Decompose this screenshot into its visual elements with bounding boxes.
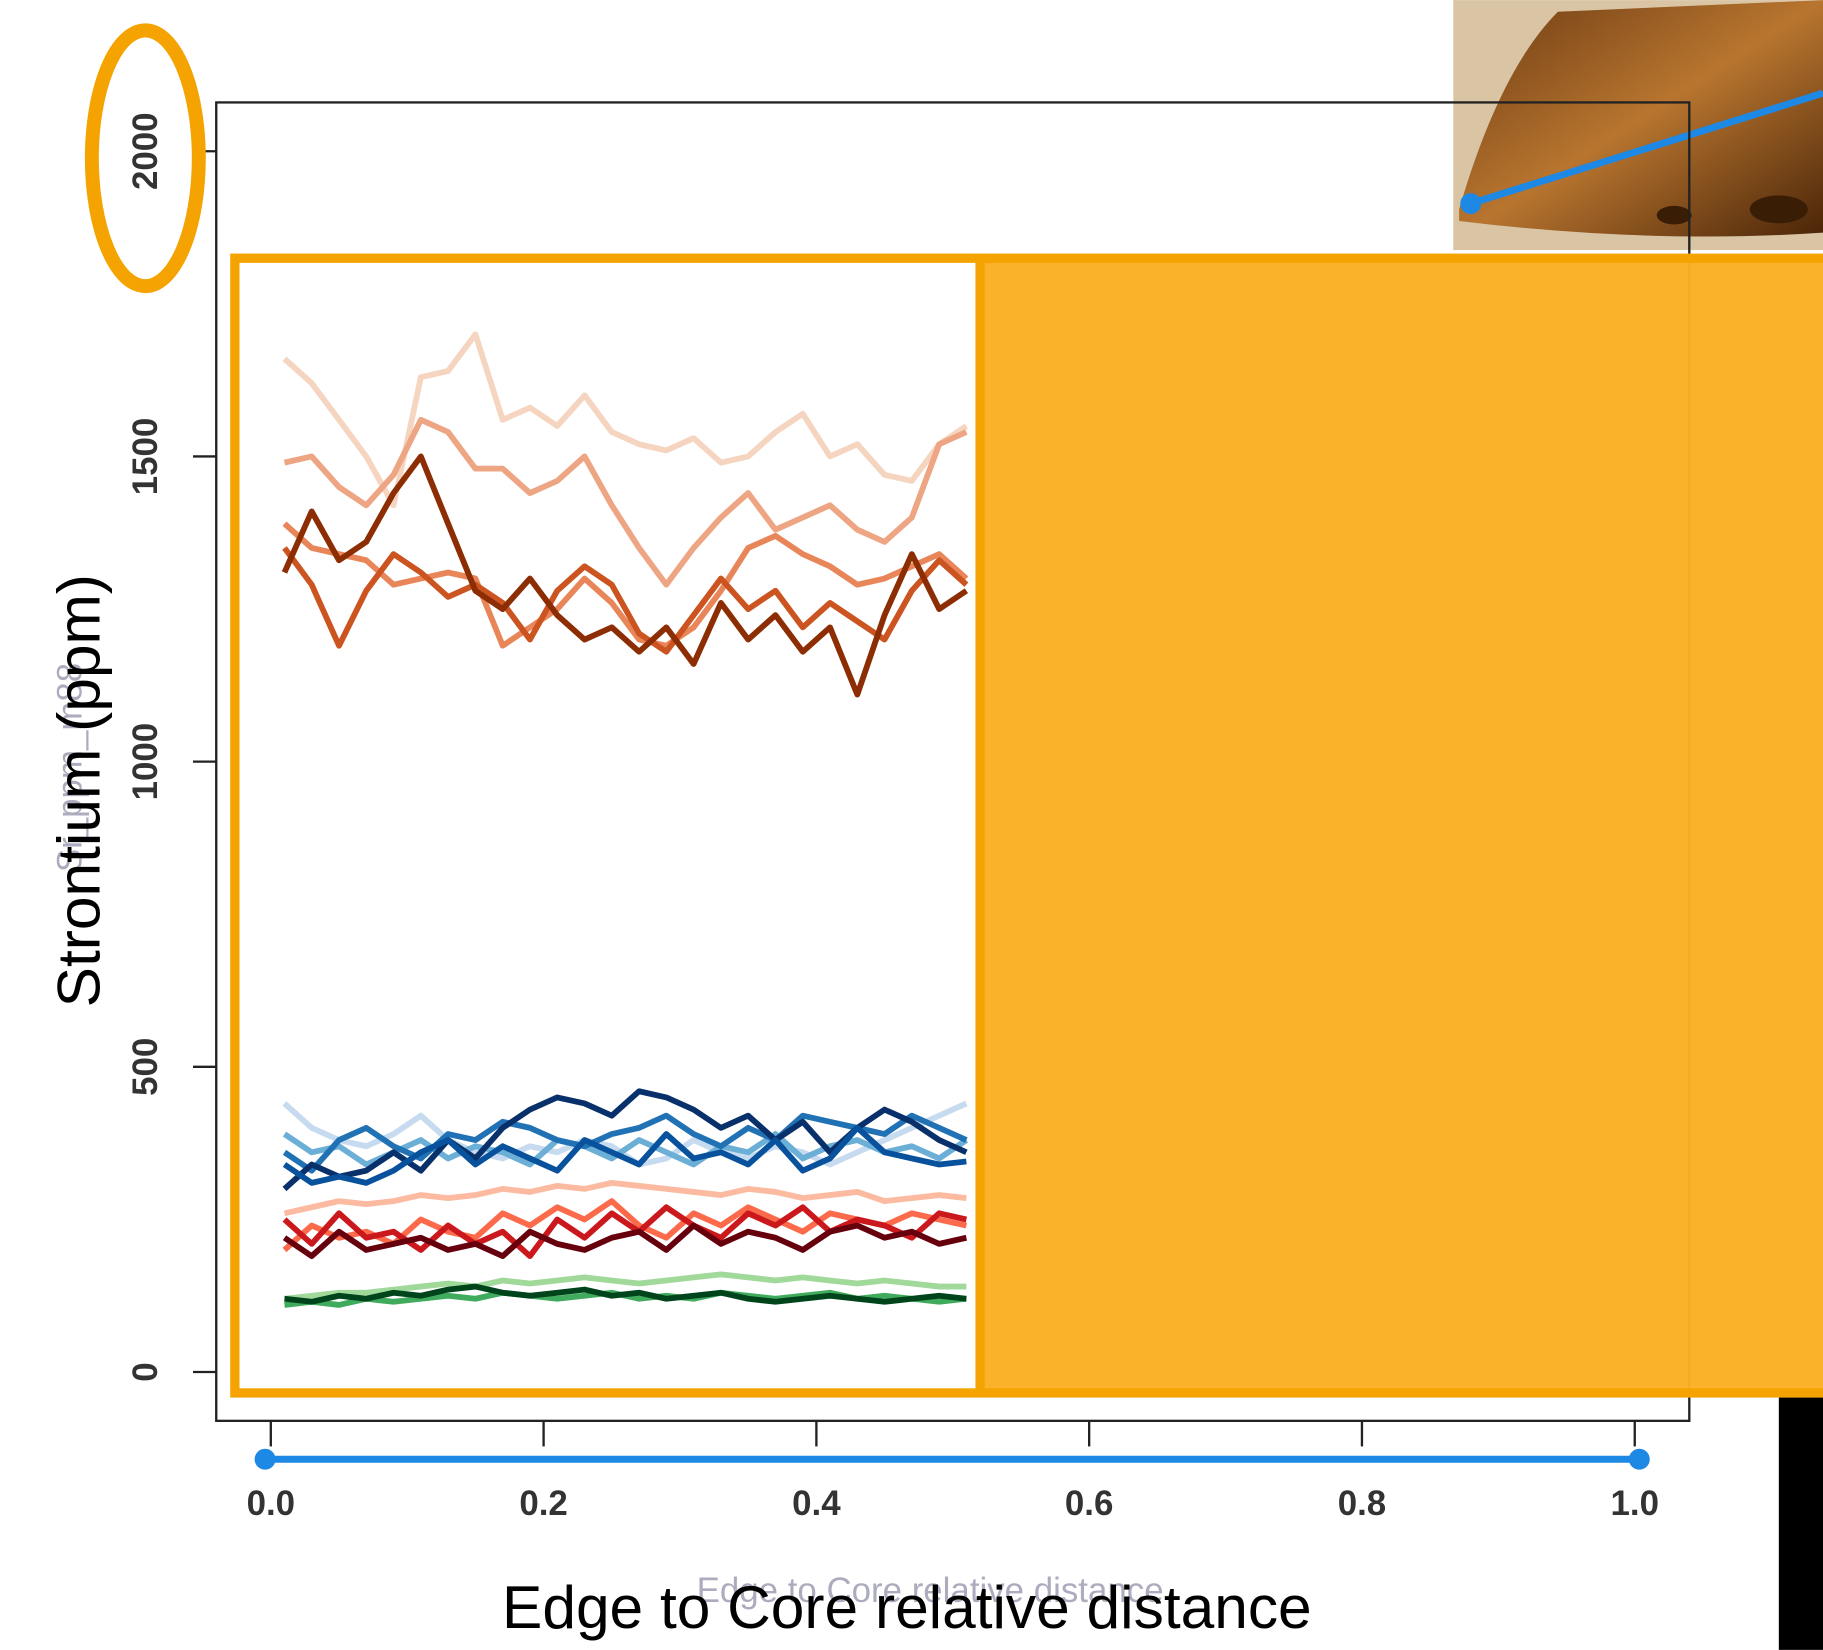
x-tick-label: 0.8 xyxy=(1338,1484,1386,1523)
black-strip xyxy=(1779,1398,1823,1650)
y-tick-label: 1000 xyxy=(126,723,165,801)
distance-bar-end xyxy=(1629,1449,1650,1470)
highlight-fill xyxy=(980,258,1823,1393)
x-tick-label: 0.0 xyxy=(247,1484,295,1523)
y-axis-label: Strontium (ppm) xyxy=(45,574,113,1007)
y-tick-label: 500 xyxy=(126,1038,165,1096)
x-tick-label: 0.6 xyxy=(1065,1484,1113,1523)
chart: 05001000150020000.00.20.40.60.81.0 Sr_pp… xyxy=(0,0,1823,1650)
distance-bar-end xyxy=(255,1449,276,1470)
x-tick-label: 0.4 xyxy=(792,1484,841,1523)
otolith-photo xyxy=(1453,0,1823,250)
x-tick-label: 0.2 xyxy=(519,1484,567,1523)
x-tick-label: 1.0 xyxy=(1611,1484,1659,1523)
x-axis-label: Edge to Core relative distance xyxy=(502,1573,1312,1641)
y-tick-label: 2000 xyxy=(126,112,165,190)
y-tick-label: 1500 xyxy=(126,418,165,496)
y-tick-label: 0 xyxy=(126,1362,165,1381)
